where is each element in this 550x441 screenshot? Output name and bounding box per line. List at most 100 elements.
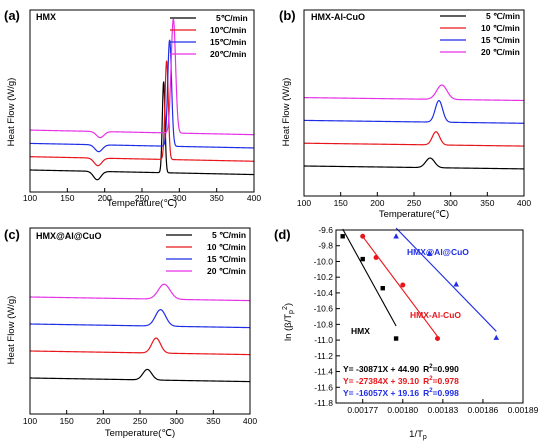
panel-c-label: (c) — [4, 227, 20, 242]
panel-a-label: (a) — [4, 8, 20, 23]
panel-a-xtick-label-6: 400 — [247, 193, 261, 203]
panel-d-markers — [340, 233, 500, 342]
panel-b-xtick-label-2: 200 — [370, 198, 384, 208]
panel-d-equation-hmx-at-al-at-cuo: Y= -16057X + 19.16 R2=0.998 — [343, 388, 459, 398]
panel-c-xtick-label-5: 350 — [206, 416, 220, 426]
panel-d-point-2-3 — [400, 282, 406, 288]
panel-c-sample-label: HMX@Al@CuO — [36, 231, 102, 241]
panel-c-legend-label-2: 10 ℃/min — [207, 242, 246, 252]
panel-d-xticks: 0.00177 0.00180 0.00183 0.00186 0.00189 — [347, 399, 539, 415]
panel-a-heat-flow-hmx: (a) HMX Heat Flow (W/g) Temperature(℃) 1… — [4, 8, 261, 209]
panel-a-curve-1 — [29, 81, 255, 181]
panel-d-label-hmx-at-al-at-cuo: HMX@Al@CuO — [407, 247, 469, 257]
panel-d-xlabel-sub: p — [423, 434, 427, 441]
panel-b-curves — [304, 84, 524, 170]
panel-d-ytick-label-1: -9.8 — [318, 241, 333, 251]
panel-c-legend-label-3: 15 ℃/min — [207, 254, 246, 264]
panel-b-xtick-label-5: 350 — [480, 198, 494, 208]
panel-b-legend-label-1: 5 ℃/min — [486, 11, 520, 21]
panel-b-curve-3 — [304, 99, 524, 124]
panel-d-point-1-1 — [340, 234, 345, 239]
panel-d-xlabel: 1/Tp — [409, 429, 427, 441]
panel-d-equation-hmx: Y= -30871X + 44.90 R2=0.990 — [343, 364, 459, 374]
panel-a-legend: 5℃/min 10℃/min 15℃/min 20℃/min — [170, 13, 248, 59]
panel-d-point-1-4 — [393, 336, 399, 341]
panel-b-heat-flow-hmx-al-cuo: (b) HMX-Al-CuO Heat Flow (W/g) Temperatu… — [279, 8, 531, 220]
panel-b-legend-label-2: 10 ℃/min — [481, 23, 520, 33]
panel-d-equation-hmx-r-sup: 2 — [429, 364, 433, 370]
panel-c-curve-3 — [29, 309, 251, 329]
panel-c-legend: 5 ℃/min 10 ℃/min 15 ℃/min 20 ℃/min — [166, 230, 246, 276]
panel-c-xtick-label-3: 250 — [133, 416, 147, 426]
panel-c-curve-2 — [29, 337, 251, 356]
panel-c-curve-4 — [29, 283, 251, 302]
panel-b-legend-label-3: 15 ℃/min — [481, 35, 520, 45]
panel-d-ytick-label-2: -10.0 — [314, 256, 334, 266]
panel-a-ylabel: Heat Flow (W/g) — [6, 78, 17, 147]
panel-a-sample-label: HMX — [36, 12, 56, 22]
panel-a-legend-label-1: 5℃/min — [216, 13, 248, 23]
panel-d-ytick-label-3: -10.2 — [314, 272, 334, 282]
panel-d-ylabel-close: ) — [283, 303, 294, 306]
panel-b-ylabel: Heat Flow (W/g) — [281, 78, 292, 147]
panel-c-legend-label-4: 20 ℃/min — [207, 266, 246, 276]
panel-d-equation-hmx-r-value: =0.990 — [433, 364, 460, 374]
panel-a-curve-3 — [29, 39, 255, 153]
panel-d-xtick-label-3: 0.00186 — [468, 405, 499, 415]
panel-a-frame — [29, 9, 255, 193]
panel-b-xtick-label-0: 100 — [297, 198, 311, 208]
panel-c-curve-1 — [29, 368, 251, 383]
panel-d-ylabel-sup: 2 — [282, 306, 289, 310]
panel-d-equation-hmx-al-cuo-r: R — [423, 376, 429, 386]
panel-d-equation-hmx-al-cuo-r-sup: 2 — [429, 376, 433, 382]
panel-d-point-2-1 — [360, 233, 366, 239]
panel-d-fit-line-2 — [362, 236, 438, 337]
panel-d-point-3-2 — [426, 250, 433, 256]
panel-b-curve-1 — [304, 157, 524, 170]
panel-c-xtick-label-6: 400 — [243, 416, 257, 426]
panel-d-xtick-label-0: 0.00177 — [347, 405, 378, 415]
panel-c-xticks: 100 150 200 250 300 350 400 — [23, 410, 257, 426]
panel-b-xticks: 100 150 200 250 300 350 400 — [297, 192, 531, 208]
panel-d-point-3-1 — [393, 233, 399, 239]
panel-d-ytick-label-10: -11.6 — [314, 382, 333, 392]
panel-c-xtick-label-1: 150 — [60, 416, 74, 426]
panel-b-xtick-label-4: 300 — [444, 198, 458, 208]
panel-d-label-hmx-al-cuo: HMX-Al-CuO — [410, 310, 461, 320]
panel-d-equations: Y= -30871X + 44.90 R2=0.990 Y= -27384X + … — [343, 364, 459, 398]
panel-b-legend-label-4: 20 ℃/min — [481, 47, 520, 57]
panel-d-fit-line-3 — [395, 227, 497, 332]
panel-d-equation-hmx-at-al-at-cuo-r-sup: 2 — [429, 388, 433, 394]
panel-d-ylabel: ln (β/Tp2) — [282, 303, 295, 341]
panel-b-curve-2 — [304, 131, 524, 147]
panel-a-legend-label-4: 20℃/min — [210, 49, 246, 59]
panel-b-sample-label: HMX-Al-CuO — [311, 12, 365, 22]
panel-c-xtick-label-0: 100 — [23, 416, 37, 426]
panel-d-ytick-label-8: -11.2 — [314, 351, 333, 361]
panel-b-legend: 5 ℃/min 10 ℃/min 15 ℃/min 20 ℃/min — [440, 11, 520, 57]
panel-d-point-1-3 — [380, 285, 385, 291]
panel-c-xlabel: Temperature(℃) — [105, 428, 175, 439]
panel-a-xtick-label-3: 250 — [135, 193, 149, 203]
panel-d-ytick-label-9: -11.4 — [314, 367, 333, 377]
panel-d-point-3-3 — [453, 281, 460, 287]
panel-c-curves — [29, 283, 251, 383]
panel-d-label: (d) — [274, 227, 291, 242]
panel-a-curves — [29, 18, 255, 181]
panel-d-ylabel-main: ln (β/T — [283, 314, 294, 341]
panel-d-equation-hmx-at-al-at-cuo-r: R — [423, 388, 429, 398]
panel-d-ytick-label-11: -11.8 — [314, 398, 333, 408]
panel-c-heat-flow-hmx-at-al-at-cuo: (c) HMX@Al@CuO Heat Flow (W/g) Temperatu… — [4, 227, 257, 439]
panel-b-frame — [303, 9, 525, 197]
panel-d-ytick-label-7: -11.0 — [314, 335, 333, 345]
panel-a-xticks: 100 150 200 250 300 350 400 — [23, 188, 261, 203]
panel-d-point-3-4 — [493, 334, 500, 340]
panel-b-curve-4 — [304, 84, 524, 102]
panel-d-equation-hmx-al-cuo-r-value: =0.978 — [433, 376, 460, 386]
panel-d-xtick-label-2: 0.00183 — [427, 405, 458, 415]
panel-c-ylabel: Heat Flow (W/g) — [6, 296, 17, 365]
panel-c-xtick-label-4: 300 — [170, 416, 184, 426]
panel-c-xtick-label-2: 200 — [96, 416, 110, 426]
panel-d-frame — [335, 229, 524, 404]
panel-d-equation-hmx-al-cuo: Y= -27384X + 39.10 R2=0.978 — [343, 376, 459, 386]
